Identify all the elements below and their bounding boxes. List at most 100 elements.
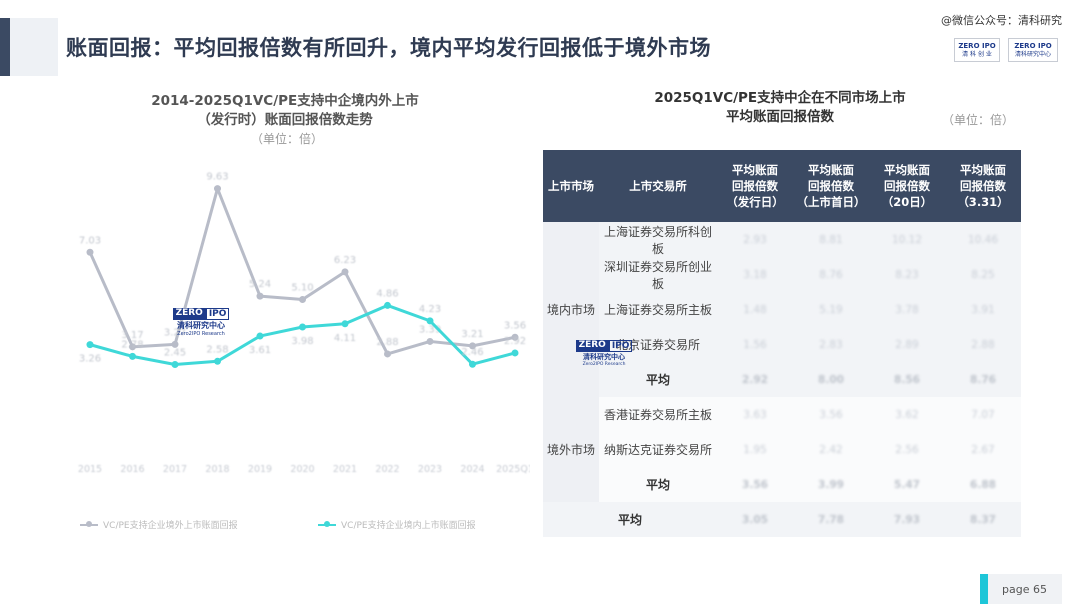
page-number: page 65 — [1002, 583, 1047, 596]
total-average-value: 7.78 — [818, 513, 844, 526]
legend-swatch-overseas — [80, 520, 98, 527]
table-header-5-line-0: 平均账面 — [960, 163, 1006, 177]
value-cell: 2.56 — [895, 443, 919, 456]
table-logo-ipo-text: IPO — [608, 340, 633, 352]
data-point-s0-6 — [341, 268, 349, 276]
logo-ipo-text: IPO — [205, 308, 230, 320]
data-label-s0-0: 7.03 — [79, 235, 101, 246]
title-accent-block — [10, 18, 58, 76]
table-row-total-average: 平均 3.05 7.78 7.93 8.37 — [543, 502, 1021, 537]
value-cell: 1.48 — [743, 303, 767, 316]
data-point-s0-3 — [214, 185, 221, 193]
table-header-3: 平均账面 回报倍数 （上市首日） — [793, 150, 869, 222]
x-tick-label-0: 2015 — [78, 464, 102, 475]
value-cell: 2.93 — [743, 233, 767, 246]
legend-item-overseas: VC/PE支持企业境外上市账面回报 — [80, 518, 238, 531]
table-logo-en-text: Zero2IPO Research — [582, 362, 626, 367]
data-point-s0-7 — [384, 350, 391, 358]
watermark: @微信公众号：清科研究 — [941, 14, 1062, 27]
legend-label-domestic: VC/PE支持企业境内上市账面回报 — [341, 521, 476, 531]
average-value: 2.92 — [742, 373, 768, 386]
average-label: 平均 — [645, 373, 670, 387]
x-tick-label-5: 2020 — [290, 464, 314, 475]
table-logo-zero-text: ZERO — [575, 340, 609, 352]
x-tick-label-7: 2022 — [375, 464, 399, 475]
page-number-box: page 65 — [980, 574, 1062, 604]
data-point-s1-0 — [86, 341, 94, 349]
exchange-name: 上海证券交易所科创板 — [603, 224, 712, 256]
average-value: 8.56 — [894, 373, 920, 386]
total-average-label: 平均 — [617, 513, 642, 527]
data-label-s1-0: 3.26 — [79, 354, 101, 365]
market-return-table: 上市市场 上市交易所 平均账面 回报倍数 （发行日） 平均账面 回报倍数 （上市首日） 平均账面… — [543, 150, 1021, 537]
exchange-name: 深圳证券交易所创业板 — [603, 259, 712, 291]
logo-en-text: Zero2IPO Research — [177, 331, 225, 337]
data-point-s0-4 — [256, 292, 264, 300]
logo-zero-text: ZERO — [172, 308, 206, 320]
data-point-s0-2 — [171, 340, 179, 348]
market-label-foreign: 境外市场 — [543, 397, 599, 502]
data-point-s0-5 — [299, 296, 306, 304]
table-logo-cn-text: 清科研究中心 — [583, 353, 625, 361]
table-header-1-line-0: 上市交易所 — [629, 179, 687, 193]
x-tick-label-1: 2016 — [120, 464, 144, 475]
table-watermark-logo: ZERO IPO 清科研究中心 Zero2IPO Research — [575, 340, 633, 367]
value-cell: 10.46 — [967, 233, 999, 246]
data-label-s1-1: 2.78 — [121, 339, 143, 350]
data-label-s0-10: 3.56 — [504, 320, 526, 331]
data-label-s1-3: 2.58 — [206, 344, 228, 355]
data-label-s0-3: 9.63 — [206, 172, 228, 183]
table-row: 上海证券交易所主板 1.48 5.19 3.78 3.91 — [543, 292, 1021, 327]
total-average-value: 8.37 — [970, 513, 996, 526]
data-label-s1-6: 4.11 — [334, 333, 356, 344]
left-chart-title-line1: 2014-2025Q1VC/PE支持中企境内外上市 — [151, 93, 419, 109]
value-cell: 3.63 — [743, 408, 767, 421]
data-label-s1-5: 3.98 — [291, 336, 313, 347]
table-header-3-line-0: 平均账面 — [808, 163, 854, 177]
table-header-2-line-1: 回报倍数 — [732, 179, 778, 193]
data-point-s1-7 — [384, 301, 391, 309]
value-cell: 2.67 — [971, 443, 995, 456]
table-header-5: 平均账面 回报倍数 （3.31） — [945, 150, 1021, 222]
data-point-s1-1 — [129, 352, 136, 360]
data-point-s1-10 — [511, 349, 519, 357]
table-header-2: 平均账面 回报倍数 （发行日） — [717, 150, 793, 222]
table-header-3-line-2: （上市首日） — [796, 195, 866, 209]
value-cell: 3.91 — [971, 303, 995, 316]
table-header-5-line-2: （3.31） — [957, 195, 1009, 209]
data-label-s0-4: 5.24 — [249, 279, 271, 290]
value-cell: 2.83 — [819, 338, 843, 351]
data-label-s0-9: 3.21 — [461, 329, 483, 340]
table-header-2-line-0: 平均账面 — [732, 163, 778, 177]
table-header-4-line-1: 回报倍数 — [884, 179, 930, 193]
data-point-s1-2 — [171, 360, 179, 368]
data-label-s1-9: 2.46 — [461, 347, 483, 358]
data-point-s1-6 — [341, 320, 349, 328]
right-table-unit: （单位：倍） — [942, 113, 1015, 127]
legend-label-overseas: VC/PE支持企业境外上市账面回报 — [103, 521, 238, 531]
data-point-s0-0 — [86, 248, 94, 256]
left-chart-unit: （单位：倍） — [251, 132, 324, 146]
value-cell: 10.12 — [891, 233, 923, 246]
x-tick-label-10: 2025Q1 — [496, 464, 530, 475]
series-line-1 — [89, 303, 516, 366]
table-row: 境外市场 香港证券交易所主板 3.63 3.56 3.62 7.07 — [543, 397, 1021, 502]
value-cell: 2.88 — [971, 338, 995, 351]
total-average-value: 7.93 — [894, 513, 920, 526]
zero2ipo-logo-right: ZERO IPO 清科研究中心 — [1008, 38, 1058, 62]
average-label: 平均 — [645, 478, 670, 492]
right-table-title-line1: 2025Q1VC/PE支持中企在不同市场上市 — [654, 90, 906, 106]
table-header-4-line-2: （20日） — [881, 195, 933, 209]
data-label-s0-2: 3.27 — [164, 327, 186, 338]
average-value: 3.56 — [742, 478, 768, 491]
table-header-4: 平均账面 回报倍数 （20日） — [869, 150, 945, 222]
value-cell: 3.78 — [895, 303, 919, 316]
average-value: 5.47 — [894, 478, 920, 491]
logo-right-line2: 清科研究中心 — [1014, 50, 1051, 58]
data-point-s1-4 — [256, 332, 264, 340]
average-value: 3.99 — [818, 478, 844, 491]
x-tick-label-8: 2023 — [418, 464, 442, 475]
market-label-domestic: 境内市场 — [543, 222, 599, 397]
chart-watermark-logo: ZERO IPO 清科研究中心 Zero2IPO Research — [172, 308, 230, 340]
table-header-row: 上市市场 上市交易所 平均账面 回报倍数 （发行日） 平均账面 回报倍数 （上市首日） 平均账面… — [543, 150, 1021, 222]
